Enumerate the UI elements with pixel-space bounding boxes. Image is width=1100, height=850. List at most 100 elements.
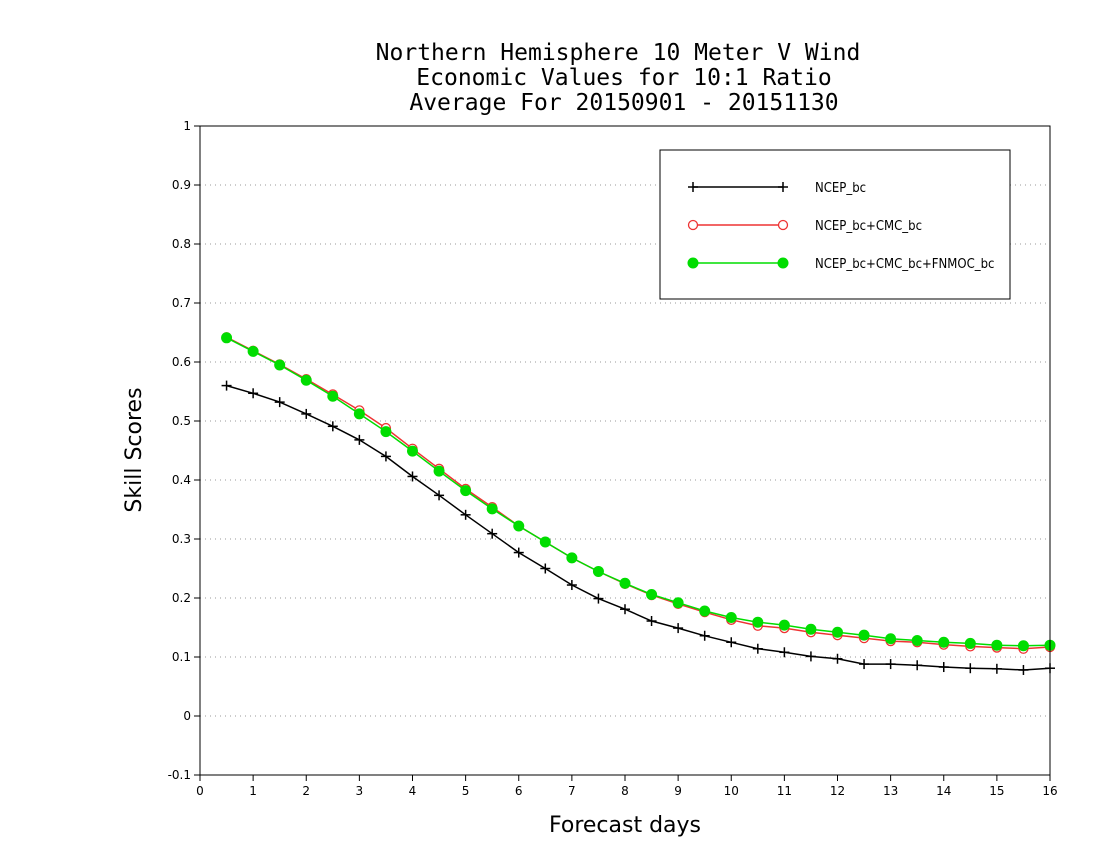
series-line — [226, 337, 1051, 647]
series-layer — [221, 332, 1056, 675]
data-point — [486, 503, 498, 515]
data-point — [726, 637, 737, 648]
y-tick-label: 0.2 — [172, 591, 191, 605]
x-tick-label: 10 — [724, 784, 739, 798]
y-tick-label: 0.6 — [172, 355, 191, 369]
x-tick-label: 9 — [674, 784, 682, 798]
series-2 — [221, 332, 1056, 654]
x-tick-label: 8 — [621, 784, 629, 798]
data-point — [300, 374, 312, 386]
legend-label: NCEP_bc+CMC_bc — [815, 219, 922, 234]
data-point — [832, 626, 843, 638]
y-tick-label: 0.5 — [172, 414, 191, 428]
data-point — [885, 633, 897, 645]
chart-title: Northern Hemisphere 10 Meter V Wind Econ… — [376, 40, 861, 116]
legend-label: NCEP_bc — [815, 181, 866, 196]
data-point — [646, 616, 657, 627]
data-point — [513, 547, 524, 558]
chart-title-line-2: Economic Values for 10:1 Ratio — [416, 65, 831, 91]
chart-title-line-3: Average For 20150901 - 20151130 — [409, 90, 838, 116]
data-point — [859, 659, 870, 670]
y-axis: -0.1 0 0.1 0.2 0.3 0.4 0.5 0.6 0.7 0.8 0.9 1 — [168, 119, 200, 782]
data-point — [593, 593, 604, 604]
data-point — [725, 611, 737, 623]
data-point — [540, 563, 551, 574]
data-point — [991, 639, 1003, 651]
y-tick-label: 0 — [183, 709, 191, 723]
legend-item-1: NCEP_bc — [688, 181, 866, 196]
data-point — [221, 380, 232, 391]
y-tick-label: 0.7 — [172, 296, 191, 310]
data-point — [619, 577, 631, 589]
data-point — [672, 597, 684, 609]
series-3 — [221, 332, 1056, 652]
data-point — [832, 653, 843, 664]
data-point — [460, 509, 471, 520]
grid — [200, 184, 1050, 717]
legend-marker — [687, 219, 699, 231]
legend: NCEP_bc NCEP_bc+CMC_bc NCEP_bc+CMC_bc+FNMO… — [659, 149, 1011, 300]
y-tick-label: 0.1 — [172, 650, 191, 664]
data-point — [539, 536, 551, 548]
legend-marker — [688, 182, 698, 192]
data-point — [699, 630, 710, 641]
data-point — [247, 345, 259, 357]
data-point — [301, 408, 312, 419]
series-1 — [221, 380, 1055, 675]
data-point — [327, 390, 339, 402]
x-tick-label: 2 — [302, 784, 310, 798]
data-point — [964, 637, 976, 649]
data-point — [380, 426, 392, 438]
x-tick-label: 12 — [830, 784, 845, 798]
data-point — [327, 421, 338, 432]
x-tick-label: 13 — [883, 784, 898, 798]
y-tick-label: -0.1 — [168, 768, 191, 782]
series-line — [226, 384, 1051, 671]
data-point — [274, 397, 285, 408]
x-tick-label: 1 — [249, 784, 257, 798]
data-point — [752, 616, 764, 628]
legend-item-2: NCEP_bc+CMC_bc — [687, 219, 922, 234]
y-tick-label: 1 — [183, 119, 191, 133]
data-point — [911, 634, 923, 646]
data-point — [407, 471, 418, 482]
data-point — [938, 636, 950, 648]
x-tick-label: 4 — [409, 784, 417, 798]
data-point — [407, 445, 418, 457]
data-point — [991, 663, 1002, 674]
data-point — [805, 651, 816, 662]
data-point — [965, 663, 976, 674]
x-tick-label: 7 — [568, 784, 576, 798]
data-point — [353, 408, 365, 420]
x-tick-label: 15 — [989, 784, 1004, 798]
x-tick-label: 6 — [515, 784, 523, 798]
data-point — [434, 490, 445, 501]
legend-marker — [687, 257, 699, 269]
data-point — [380, 451, 391, 462]
y-tick-label: 0.3 — [172, 532, 191, 546]
data-point — [646, 588, 658, 600]
data-point — [248, 388, 259, 399]
data-point — [592, 565, 604, 577]
data-point — [566, 580, 577, 591]
data-point — [912, 660, 923, 671]
data-point — [938, 662, 949, 673]
x-tick-label: 3 — [356, 784, 364, 798]
data-point — [885, 659, 896, 670]
chart-title-line-1: Northern Hemisphere 10 Meter V Wind — [376, 40, 861, 66]
data-point — [858, 629, 870, 641]
legend-marker — [777, 257, 789, 269]
data-point — [433, 465, 445, 477]
data-point — [778, 619, 790, 631]
y-axis-label: Skill Scores — [122, 387, 147, 512]
y-tick-label: 0.4 — [172, 473, 191, 487]
y-tick-label: 0.9 — [172, 178, 191, 192]
data-point — [620, 604, 630, 615]
series-line — [226, 336, 1051, 650]
data-point — [460, 485, 472, 497]
data-point — [699, 605, 711, 617]
data-point — [566, 552, 578, 564]
data-point — [221, 332, 233, 344]
x-tick-label: 0 — [196, 784, 204, 798]
